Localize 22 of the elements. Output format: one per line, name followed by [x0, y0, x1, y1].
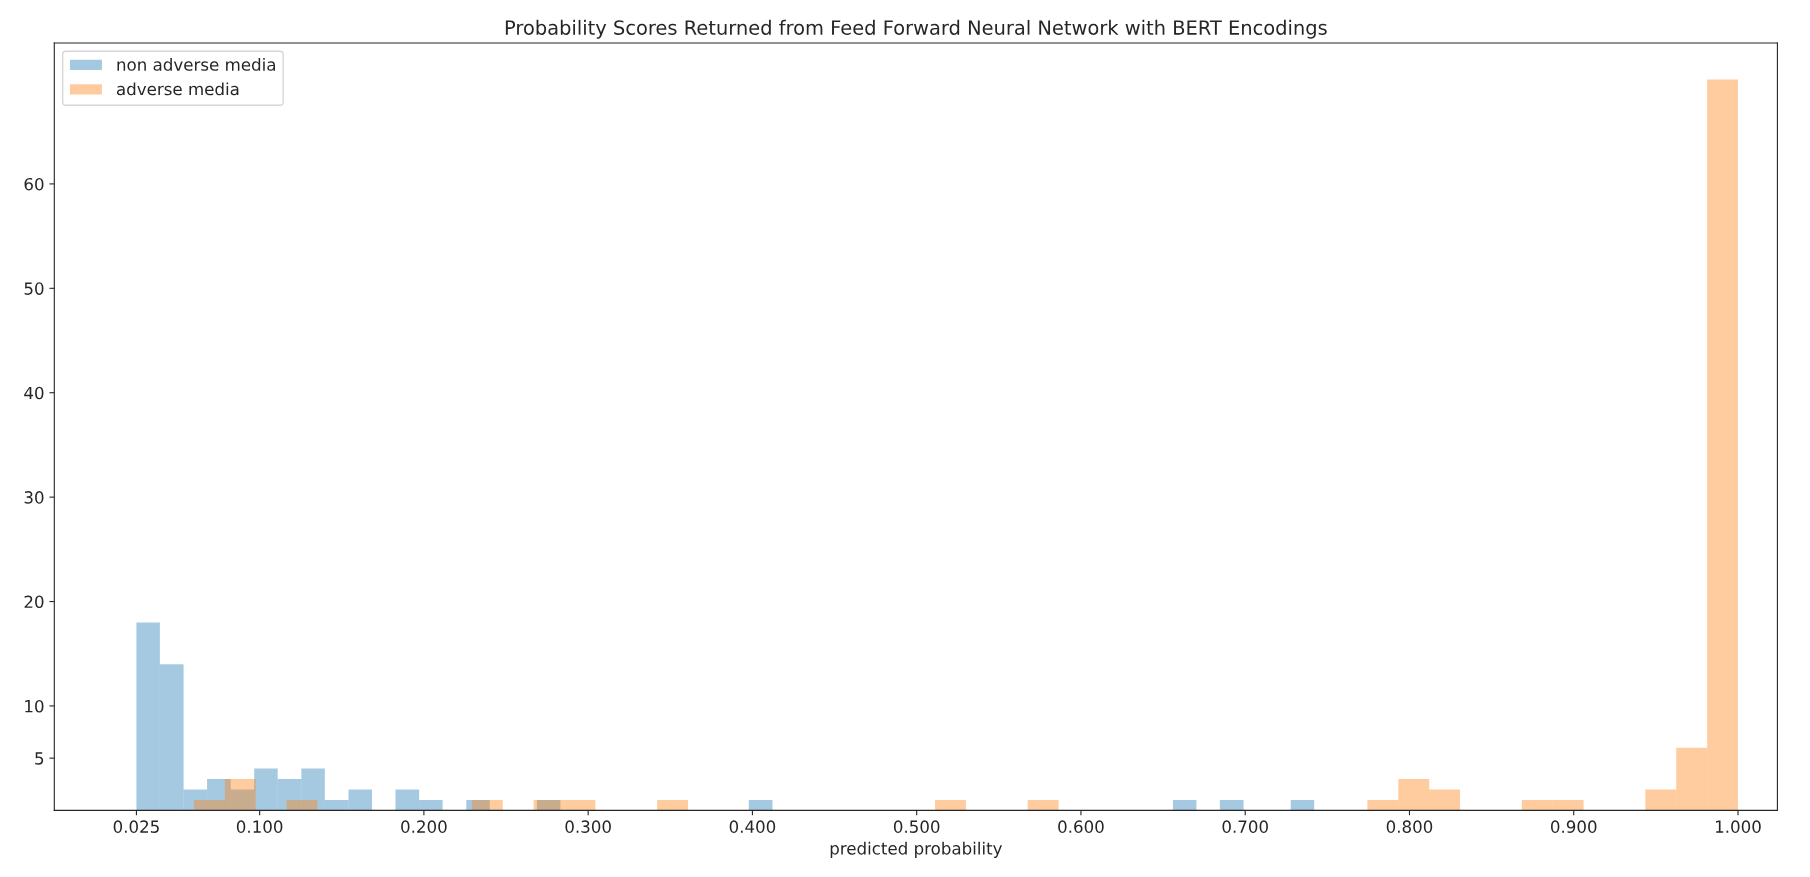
x-tick-label: 0.100	[236, 820, 283, 833]
x-tick-label: 0.025	[113, 820, 159, 833]
y-tick-label: 40	[24, 386, 44, 400]
x-tick-label: 0.800	[1386, 820, 1433, 833]
chart-title: Probability Scores Returned from Feed Forward Neural Network with BERT Encodings	[505, 19, 1327, 39]
y-tick-label: 5	[35, 752, 44, 765]
y-tick-label: 10	[25, 699, 44, 713]
x-tick-label: 0.700	[1222, 820, 1268, 833]
y-tick-label: 20	[24, 595, 44, 609]
x-tick-label: 0.900	[1550, 820, 1597, 833]
y-tick-label: 50	[24, 282, 44, 295]
x-axis-title: predicted probability	[830, 841, 1002, 858]
x-tick-label: 0.600	[1058, 820, 1104, 833]
y-tick-label: 30	[24, 491, 44, 504]
legend-label: non adverse media	[117, 57, 275, 71]
x-tick-label: 0.500	[893, 820, 940, 833]
x-tick-label: 0.400	[729, 820, 776, 833]
y-tick-label: 60	[24, 177, 44, 191]
x-tick-label: 0.200	[401, 820, 447, 833]
x-tick-label: 1.000	[1715, 820, 1761, 833]
legend-label: adverse media	[116, 82, 239, 96]
x-tick-label: 0.300	[565, 820, 611, 833]
